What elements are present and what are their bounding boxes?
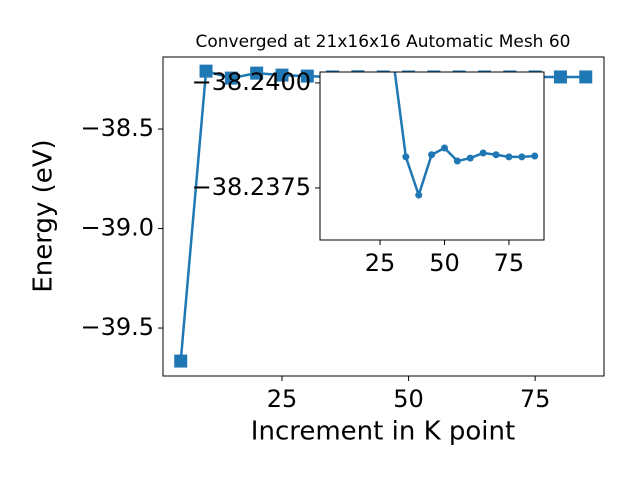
x-tick-label: 50 <box>393 385 424 413</box>
marker <box>428 151 436 159</box>
y-tick-label: −39.5 <box>80 313 154 341</box>
marker <box>275 68 289 82</box>
y-tick-label: −39.0 <box>80 214 154 242</box>
axes-frame <box>319 71 545 241</box>
plot-content <box>393 72 539 200</box>
x-tick-label: 25 <box>267 385 298 413</box>
axes-frame <box>162 56 605 377</box>
y-tick-label: −38.2375 <box>192 173 311 201</box>
marker <box>224 71 238 85</box>
marker <box>441 144 449 152</box>
marker <box>402 153 410 161</box>
marker <box>199 64 213 78</box>
y-tick-label: −38.2400 <box>192 68 311 96</box>
marker <box>553 70 567 84</box>
x-tick-label: 50 <box>429 249 460 277</box>
marker <box>415 191 423 199</box>
marker <box>492 151 500 159</box>
y-tick-label: −38.5 <box>80 114 154 142</box>
marker <box>518 153 526 161</box>
x-axis-label: Increment in K point <box>251 417 515 447</box>
marker <box>174 354 188 368</box>
y-axis-label: Energy (eV) <box>29 139 59 292</box>
x-tick-label: 75 <box>494 249 525 277</box>
marker <box>453 157 461 165</box>
marker <box>531 152 539 160</box>
marker <box>466 154 474 162</box>
marker <box>479 149 487 157</box>
x-tick-label: 75 <box>520 385 551 413</box>
marker <box>579 70 593 84</box>
marker <box>300 69 314 83</box>
x-tick-label: 25 <box>365 249 396 277</box>
marker <box>505 153 513 161</box>
chart-title: Converged at 21x16x16 Automatic Mesh 60 <box>196 32 571 52</box>
marker <box>250 66 264 80</box>
